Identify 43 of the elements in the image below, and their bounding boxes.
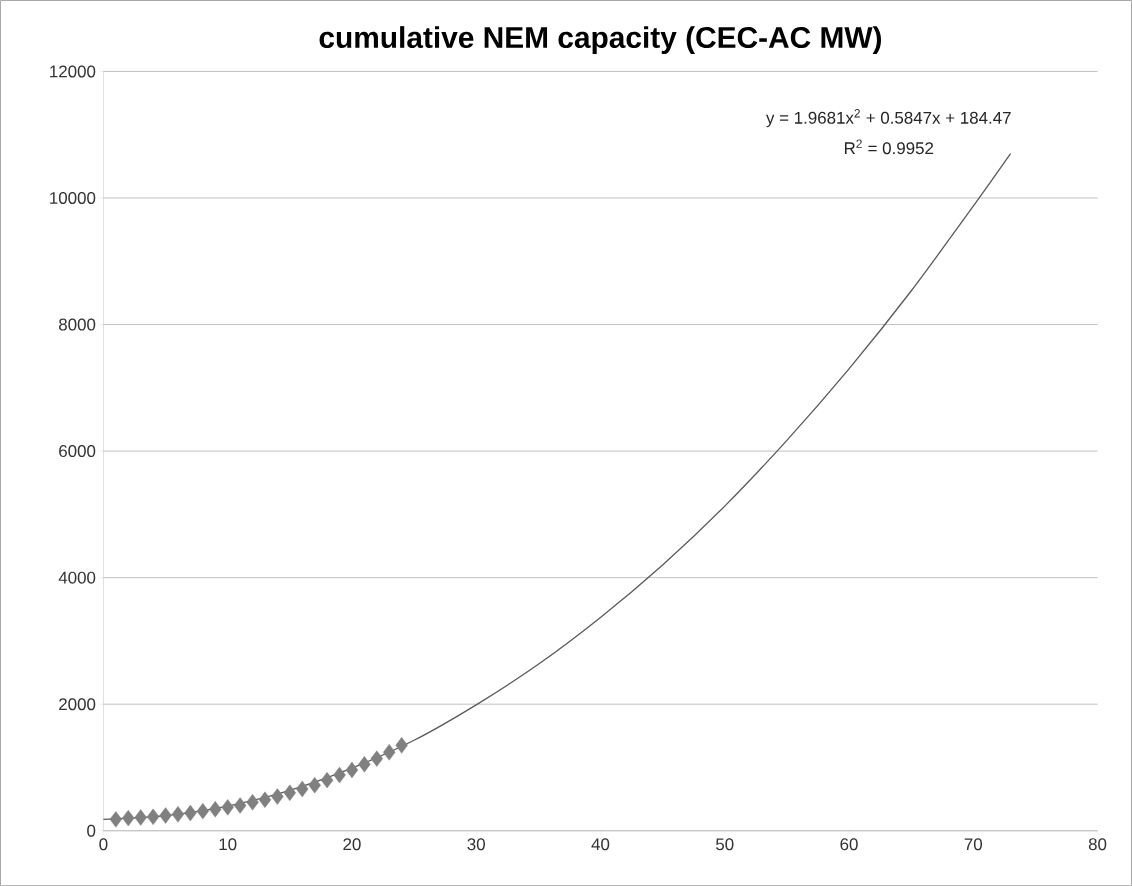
point [159, 807, 172, 824]
point [258, 791, 272, 808]
y-tick-label: 4000 [58, 571, 96, 584]
point [320, 771, 334, 789]
x-tick-label: 60 [840, 838, 858, 851]
y-tick-label: 8000 [59, 318, 96, 331]
chart-title: cumulative NEM capacity (CEC-AC MW) [319, 26, 881, 54]
x-tick-label: 80 [1088, 838, 1107, 851]
point [345, 761, 359, 779]
y-tick-label: 12000 [50, 65, 96, 78]
point [271, 788, 284, 805]
point [171, 806, 185, 823]
x-tick-label: 70 [964, 838, 983, 851]
x-tick-label: 40 [591, 838, 610, 851]
point [283, 784, 296, 801]
point [209, 800, 222, 818]
point [146, 808, 160, 825]
y-tick-label: 2000 [59, 698, 96, 711]
x-tick-label: 0 [99, 838, 108, 851]
annotation: R$^{2}$ = 0.9952 [844, 139, 934, 155]
point [184, 804, 197, 822]
x-tick-label: 10 [219, 838, 237, 851]
y-tick-label: 0 [87, 824, 96, 837]
point [395, 737, 408, 754]
point [134, 809, 147, 826]
x-tick-label: 30 [467, 838, 485, 851]
point [122, 809, 135, 827]
point [196, 802, 209, 820]
point [383, 744, 396, 761]
point [333, 766, 346, 784]
point [308, 776, 321, 794]
point [221, 799, 234, 816]
y-tick-label: 10000 [50, 191, 96, 204]
annotation: y = 1.9681x$^{2}$ + 0.5847x + 184.47 [766, 109, 1011, 128]
y-tick-label: 6000 [59, 445, 96, 457]
point [370, 750, 383, 767]
point [233, 797, 247, 814]
point [296, 780, 309, 798]
point [109, 811, 123, 828]
point [246, 794, 259, 811]
point [358, 756, 371, 773]
x-tick-label: 20 [343, 838, 361, 851]
x-tick-label: 50 [716, 838, 734, 851]
